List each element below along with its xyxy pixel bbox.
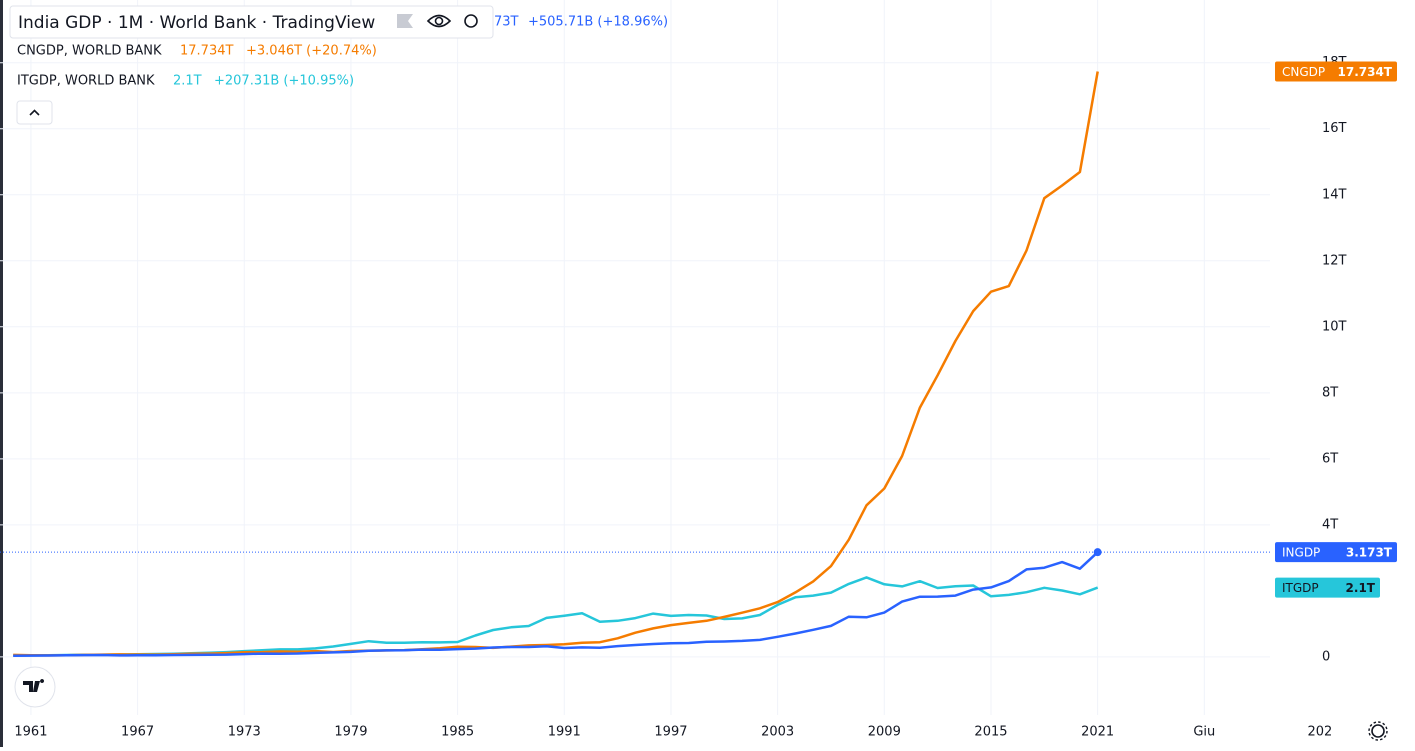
collapse-arrow [29,109,40,116]
title-box [9,5,494,39]
price-badge [1275,61,1397,82]
legend-change: +3.046T (+20.74%) [246,44,377,59]
x-tick-label: 1997 [654,725,687,740]
gear-rim [1368,721,1388,741]
y-tick-label: 0 [1322,649,1330,664]
x-tick-label: 1961 [14,725,47,740]
badge-name: CNGDP [1282,65,1325,79]
gear-icon[interactable] [1371,724,1385,738]
y-tick-label: 16T [1322,121,1347,136]
x-tick-label: 202 [1307,725,1332,740]
last-point [1093,548,1102,557]
legend-name: ITGDP, WORLD BANK [17,74,155,89]
y-tick-label: 8T [1322,385,1338,400]
collapse-button[interactable] [16,100,53,125]
legend-name: CNGDP, WORLD BANK [17,44,162,59]
legend-value: 17.734T [180,44,233,59]
x-tick-label: 1985 [441,725,474,740]
series-line [13,551,1099,657]
x-tick-label: 2009 [868,725,901,740]
badge-value: 2.1T [1346,581,1376,595]
x-tick-label: 2003 [761,725,794,740]
tv-logo-mark [23,679,45,692]
y-tick-label: 14T [1322,187,1347,202]
series-line [13,71,1099,657]
flag-icon[interactable] [397,14,413,28]
eye-icon[interactable] [426,14,452,28]
y-tick-label: 6T [1322,451,1338,466]
x-tick-label: 1991 [548,725,581,740]
y-tick-label: 4T [1322,517,1338,532]
y-tick-label: 12T [1322,253,1347,268]
badge-name: ITGDP [1282,581,1319,595]
badge-value: 3.173T [1346,546,1393,560]
eye-pupil [434,16,444,26]
badge-value: 17.734T [1338,65,1393,79]
settings-icon[interactable] [464,14,478,28]
legend-change: +505.71B (+18.96%) [528,15,668,30]
x-tick-label: Giu [1193,725,1215,740]
price-badge [1275,542,1397,563]
x-tick-label: 1973 [228,725,261,740]
x-tick-label: 2021 [1081,725,1114,740]
y-tick-label: 10T [1322,319,1347,334]
x-tick-label: 2015 [974,725,1007,740]
chart-title: India GDP · 1M · World Bank · TradingVie… [18,13,375,33]
legend-value: 2.1T [173,74,202,89]
legend-value: 73T [494,15,519,30]
price-badge [1275,577,1380,598]
badge-name: INGDP [1282,546,1320,560]
x-tick-label: 1979 [334,725,367,740]
x-tick-label: 1967 [121,725,154,740]
legend-change: +207.31B (+10.95%) [214,74,354,89]
